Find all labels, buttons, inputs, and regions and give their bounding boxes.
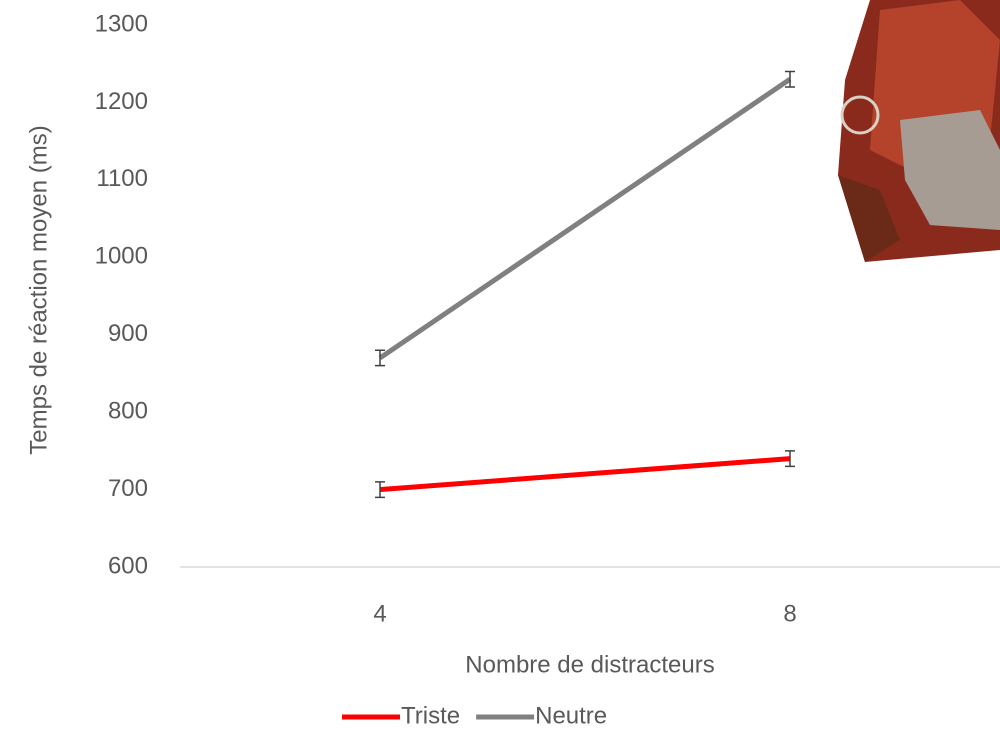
y-tick-label: 1300 [95,10,148,37]
photo [838,0,1000,262]
y-tick-label: 700 [108,475,148,502]
y-axis-title: Temps de réaction moyen (ms) [25,125,52,454]
x-tick-label: 8 [783,600,796,627]
y-tick-label: 1100 [96,165,148,192]
series-line [379,456,791,493]
error-bar [375,481,385,499]
x-tick-label: 4 [373,600,386,627]
y-tick-label: 900 [108,320,148,347]
legend-label: Neutre [535,702,607,729]
error-bar [785,450,795,468]
error-bar [375,349,385,367]
x-axis-title: Nombre de distracteurs [465,651,714,678]
error-bar [785,70,795,88]
legend-label: Triste [401,702,460,729]
y-tick-label: 800 [108,397,148,424]
y-tick-label: 1000 [95,243,148,270]
y-tick-label: 600 [108,552,148,579]
y-tick-label: 1200 [95,88,148,115]
series-line [378,77,792,361]
